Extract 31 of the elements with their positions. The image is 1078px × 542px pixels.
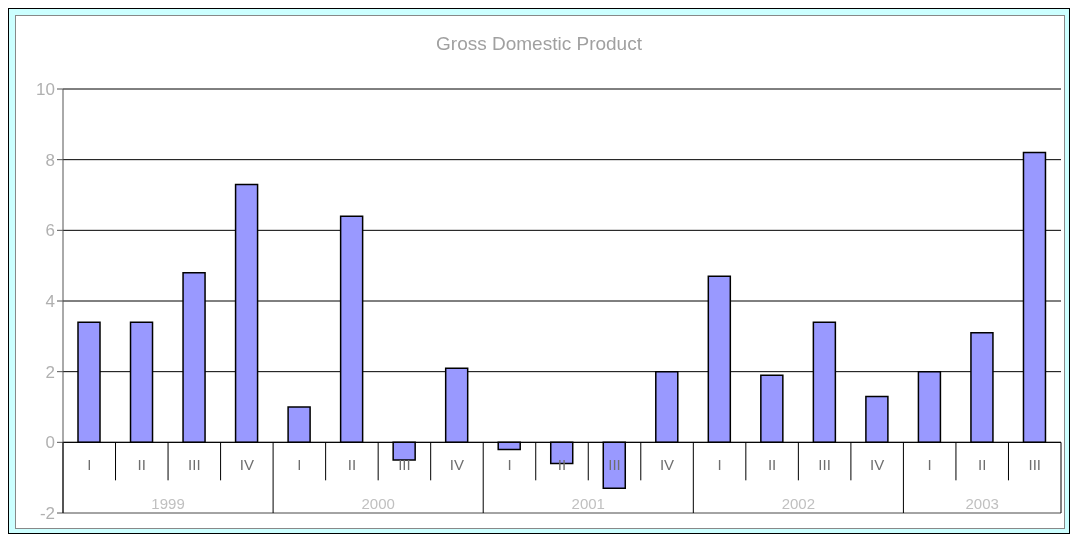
chart-title: Gross Domestic Product [435, 33, 643, 55]
y-tick-label: 8 [45, 150, 55, 170]
x-tick-label: I [717, 456, 722, 474]
annotation: 2003 [965, 495, 999, 512]
x-tick-label: IV [239, 456, 254, 474]
y-tick-label: 0 [45, 433, 55, 453]
x-tick-label: I [507, 456, 512, 474]
x-tick-label: IV [659, 456, 675, 474]
x-tick-label: III [608, 456, 621, 474]
y-tick-label: -2 [39, 504, 55, 524]
x-tick-label: III [188, 456, 201, 474]
y-tick-label: 6 [45, 221, 55, 241]
annotation: 2001 [571, 495, 605, 512]
x-tick-label: I [927, 456, 932, 474]
annotation: 2000 [361, 495, 395, 512]
annotation: 2002 [781, 495, 816, 512]
x-tick-label: II [978, 456, 987, 474]
annotation: 1999 [151, 495, 185, 512]
x-tick-label: IV [870, 456, 885, 474]
x-tick-label: II [767, 456, 777, 474]
x-tick-label: I [297, 456, 302, 474]
y-tick-label: 2 [45, 362, 55, 382]
x-tick-label: IV [449, 456, 465, 474]
y-tick-label: 10 [36, 80, 55, 100]
x-tick-label: II [347, 456, 357, 474]
x-tick-label: I [87, 456, 92, 474]
y-tick-label: 4 [45, 292, 55, 312]
x-tick-label: III [818, 456, 831, 474]
x-tick-label: III [1028, 456, 1041, 474]
x-tick-label: II [137, 456, 146, 474]
x-tick-label: III [398, 456, 411, 474]
